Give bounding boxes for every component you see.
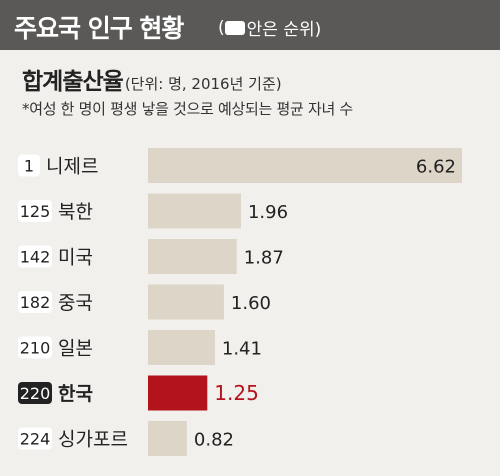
- country-label: 일본: [58, 338, 93, 360]
- value-label: 6.62: [416, 157, 456, 178]
- rank-label: 210: [20, 339, 51, 358]
- value-label: 1.41: [222, 339, 262, 360]
- country-label: 한국: [58, 383, 93, 405]
- rank-label: 224: [20, 430, 51, 449]
- bar: [148, 148, 462, 183]
- rank-box: [18, 200, 52, 222]
- rank-label: 220: [20, 384, 51, 403]
- country-label: 싱가포르: [58, 429, 128, 451]
- rank-box-swatch-icon: [224, 20, 245, 35]
- rank-legend: ( 안은 순위): [218, 15, 322, 41]
- chart-heading: 합계출산율 (단위: 명, 2016년 기준): [22, 62, 282, 96]
- country-label: 니제르: [46, 156, 98, 178]
- value-label: 0.82: [194, 430, 234, 451]
- country-label: 미국: [58, 247, 93, 269]
- rank-label: 1: [24, 157, 34, 176]
- bar: [148, 421, 187, 456]
- chart-title: 합계출산율: [22, 69, 124, 95]
- definition-note: *여성 한 명이 평생 낳을 것으로 예상되는 평균 자녀 수: [22, 100, 353, 118]
- rank-legend-text: 안은 순위): [246, 20, 322, 40]
- bar: [148, 375, 208, 411]
- value-label: 1.87: [244, 248, 284, 269]
- page-title: 주요국 인구 현황: [14, 14, 184, 43]
- rank-label: 182: [20, 293, 51, 312]
- rank-box: [18, 154, 40, 177]
- rank-box: [18, 245, 52, 268]
- rank-box: [18, 427, 52, 450]
- value-label: 1.60: [231, 293, 271, 314]
- rank-label: 125: [20, 202, 51, 221]
- country-label: 북한: [58, 201, 93, 223]
- bar: [148, 330, 215, 365]
- rank-legend-open-paren: (: [218, 17, 225, 38]
- bar: [148, 193, 241, 229]
- rank-box: [18, 336, 52, 359]
- country-label: 중국: [58, 292, 93, 314]
- rank-label: 142: [20, 248, 51, 267]
- value-label: 1.25: [214, 381, 259, 405]
- header-banner: 주요국 인구 현황 ( 안은 순위): [0, 0, 500, 50]
- rank-box: [18, 291, 52, 313]
- unit-note: (단위: 명, 2016년 기준): [124, 75, 282, 93]
- bar: [148, 284, 224, 320]
- rank-box: [18, 382, 52, 404]
- bar: [148, 239, 237, 274]
- value-label: 1.96: [248, 202, 288, 223]
